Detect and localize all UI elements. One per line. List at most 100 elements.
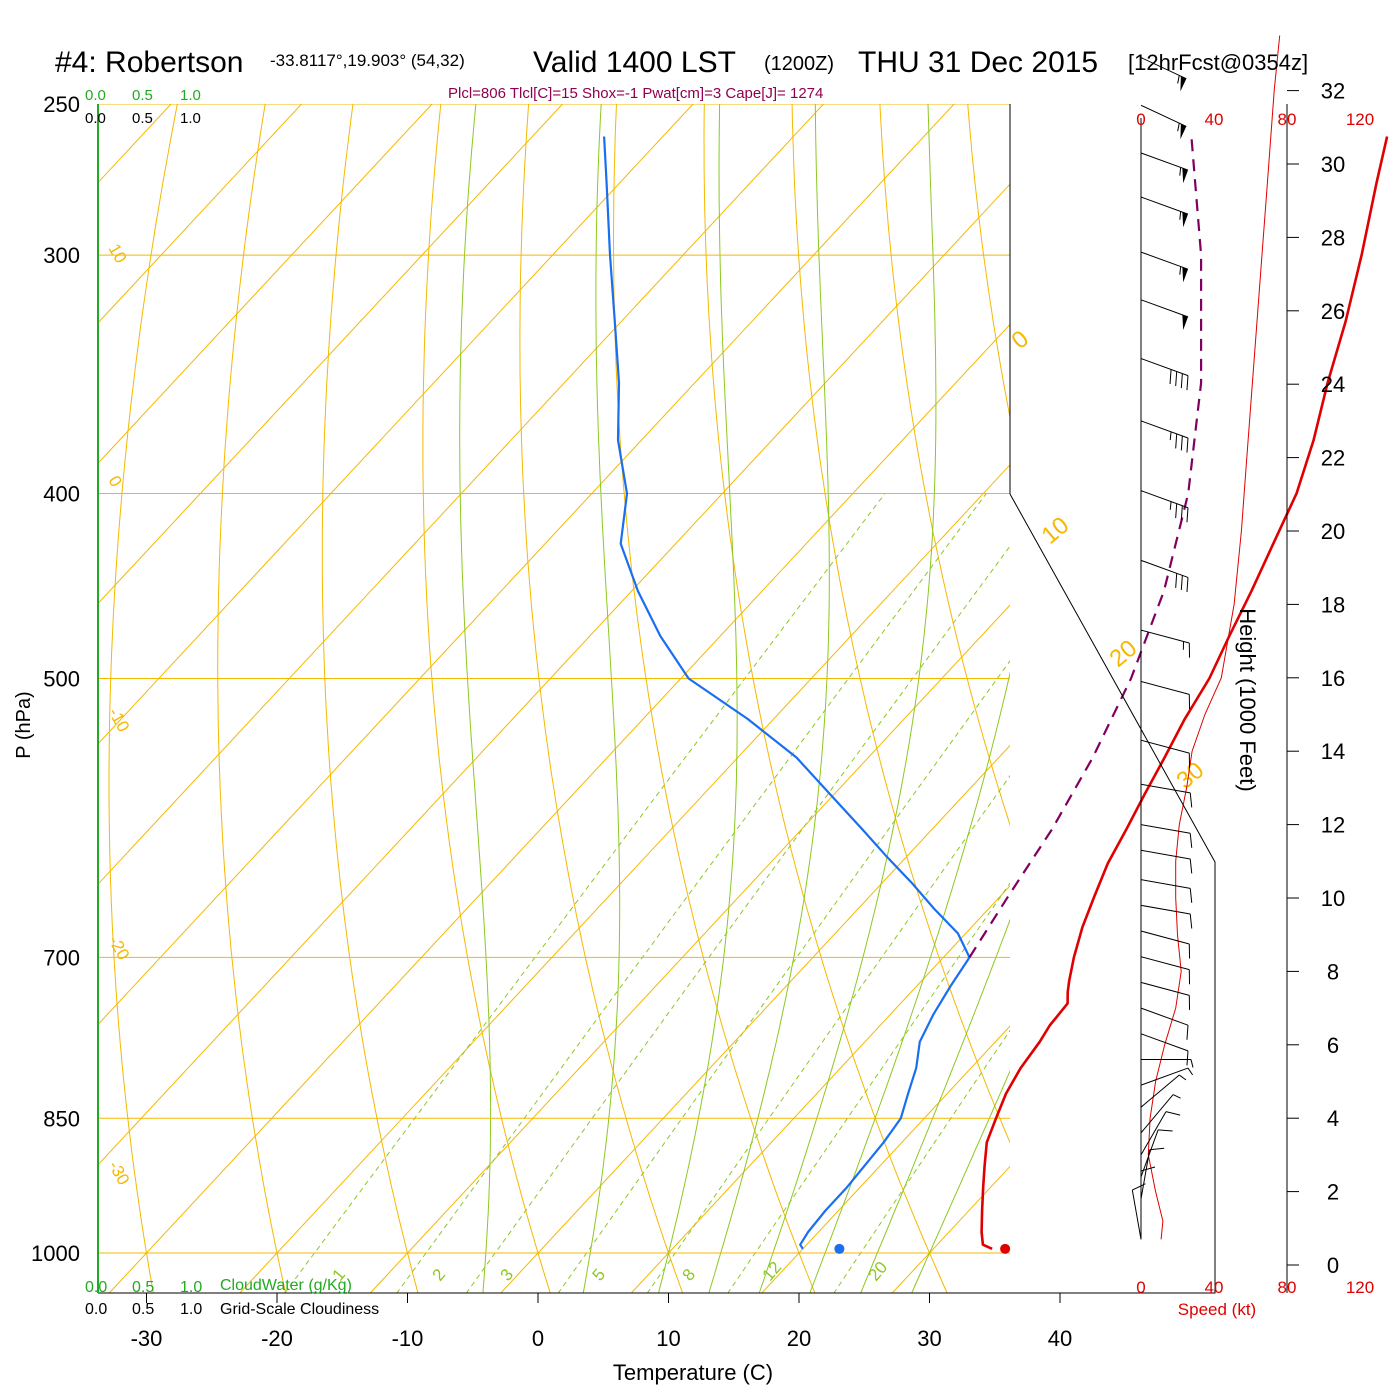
wind-barb-staff: [1140, 490, 1189, 509]
dry-adiabat-line: [1052, 70, 1400, 1293]
speed-tick-bottom: 0: [1136, 1278, 1145, 1297]
wind-barb-flag: [1180, 123, 1187, 140]
mixing-ratio-line: [284, 493, 886, 1293]
cloud-scale-top: 0.0 0.5 1.0 0.0 0.5 1.0: [85, 87, 201, 127]
x-axis-label: Temperature (C): [613, 1360, 773, 1385]
cloudiness-tick: 0.0: [85, 1301, 107, 1318]
wind-barb-full: [1165, 1111, 1181, 1116]
wind-barb-full: [1175, 503, 1178, 519]
wind-barb-full: [1180, 373, 1183, 389]
x-tick-label: -20: [261, 1326, 293, 1351]
speed-tick-bottom: 80: [1278, 1278, 1297, 1297]
wind-barb-full: [1169, 369, 1172, 385]
grid-clipped: [98, 70, 1400, 1293]
isotherm-line: [98, 104, 302, 324]
wind-barb-half: [1190, 1059, 1194, 1068]
height-tick-label: 16: [1321, 666, 1345, 691]
dry-adiabat-line: [422, 104, 551, 1293]
wind-barb-flag: [1182, 267, 1188, 283]
dewpoint-line: [603, 136, 971, 1250]
wind-barb-flag: [1180, 76, 1187, 92]
mixing-ratio-line: [465, 545, 1010, 1293]
wind-barb-half: [1169, 431, 1172, 441]
height-tick-label: 6: [1327, 1033, 1339, 1058]
x-tick-label: 20: [787, 1326, 811, 1351]
moist-adiabat-line: [758, 104, 937, 1293]
wind-barb-staff: [1140, 559, 1189, 578]
height-tick-label: 10: [1321, 886, 1345, 911]
x-tick-label: 10: [656, 1326, 680, 1351]
station-title: #4: Robertson: [55, 46, 243, 79]
parcel-line: [968, 136, 1203, 958]
isotherm-label: 0: [1007, 325, 1035, 354]
wind-barb-staff: [1140, 196, 1189, 215]
moist-adiabat-line: [582, 104, 621, 1293]
wind-barb-staff: [1140, 358, 1189, 377]
isotherm-line: [891, 1165, 1010, 1293]
wind-barb-staff: [1140, 849, 1191, 860]
isotherm-line: [761, 1025, 1010, 1293]
dry-adiabat-label: -10: [105, 705, 134, 736]
wind-barb-staff: [1140, 956, 1190, 971]
height-tick-label: 32: [1321, 79, 1345, 104]
height-tick-label: 4: [1327, 1106, 1339, 1131]
surface-temperature-point: [1000, 1243, 1011, 1254]
isotherm-line: [98, 104, 563, 605]
x-tick-label: -30: [131, 1326, 163, 1351]
moist-adiabat-line: [809, 671, 1010, 1293]
forecast-info: [12hrFcst@0354z]: [1128, 50, 1308, 75]
isotherm-line: [98, 104, 433, 464]
height-tick-label: 14: [1321, 739, 1345, 764]
isotherm-line: [98, 183, 1010, 1166]
cloudiness-tick: 0.5: [132, 1301, 154, 1318]
cloud-water-tick: 1.0: [180, 87, 201, 104]
speed-scale: 0 40 80 120 0 40 80 120 Speed (kt): [1136, 110, 1374, 1319]
wind-barb-full: [1180, 575, 1183, 590]
x-tick-label: 30: [917, 1326, 941, 1351]
x-tick-label: 0: [532, 1326, 544, 1351]
height-tick-label: 8: [1327, 959, 1339, 984]
dry-adiabat-line: [703, 104, 948, 1293]
wind-barb-flag: [1182, 168, 1188, 184]
stability-indices: Plcl=806 Tlcl[C]=15 Shox=-1 Pwat[cm]=3 C…: [448, 85, 823, 102]
forecast-date: THU 31 Dec 2015: [858, 46, 1098, 79]
isotherm-line: [1153, 104, 1400, 1293]
wind-barb-staff: [1140, 1149, 1151, 1200]
y-tick-label: 250: [43, 92, 80, 117]
mixing-ratio-label: 20: [865, 1258, 892, 1285]
wind-barb-staff: [1140, 299, 1189, 318]
height-tick-label: 20: [1321, 519, 1345, 544]
height-tick-label: 2: [1327, 1180, 1339, 1205]
wind-barb-full: [1186, 1050, 1189, 1066]
cloud-scale-bottom: 0.0 0.5 1.0 CloudWater (g/Kg) 0.0 0.5 1.…: [85, 1277, 379, 1318]
wind-barb-full: [1149, 1147, 1165, 1151]
height-tick-label: 30: [1321, 152, 1345, 177]
wind-barb-full: [1175, 433, 1178, 449]
dry-adiabat-line: [321, 104, 419, 1293]
mixing-ratio-label: 2: [429, 1265, 450, 1284]
height-axis-label: Height (1000 Feet): [1235, 608, 1260, 791]
y-tick-label: 850: [43, 1106, 80, 1131]
mixing-ratio-line: [727, 882, 1010, 1293]
wind-barb-flag: [1182, 314, 1188, 331]
speed-tick-bottom: 40: [1205, 1278, 1224, 1297]
dry-adiabat-label: 10: [105, 241, 131, 267]
wind-barb-staff: [1140, 1033, 1189, 1052]
wind-barb-staff: [1140, 1007, 1189, 1026]
speed-axis-label: Speed (kt): [1178, 1300, 1256, 1319]
wind-barb-full: [1186, 507, 1189, 523]
wind-barb-staff: [1140, 251, 1189, 270]
isotherm-line: [239, 464, 1010, 1293]
cloud-water-tick: 0.0: [85, 1279, 107, 1296]
wind-barb-staff: [1140, 1094, 1174, 1134]
mixing-ratio-label: 3: [497, 1265, 518, 1284]
wind-barb-full: [1140, 1166, 1156, 1172]
dry-adiabat-line: [967, 104, 1010, 420]
height-tick-label: 28: [1321, 225, 1345, 250]
wind-barb-full: [1189, 913, 1193, 929]
valid-time: Valid 1400 LST: [533, 46, 736, 79]
wind-barb-full: [1186, 437, 1189, 453]
cloud-water-tick: 0.0: [85, 87, 106, 104]
isotherm-line: [1023, 104, 1400, 1293]
